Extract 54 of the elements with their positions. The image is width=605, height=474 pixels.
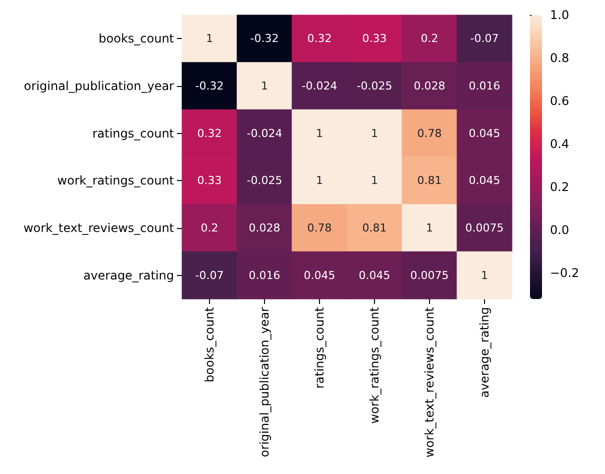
data-label: -0.32 (250, 32, 279, 46)
y-tick-label: books_count (98, 32, 174, 46)
data-label: 0.0075 (465, 222, 504, 234)
x-tick-label: work_ratings_count (368, 306, 382, 424)
color-bar-label: 1.0 (550, 8, 570, 22)
x-tick-label: work_text_reviews_count (422, 306, 436, 458)
x-tick-label: original_publication_year (258, 306, 272, 458)
color-bar-label: 0.2 (550, 180, 570, 194)
data-label: 0.016 (468, 80, 500, 92)
color-bar-label: −0.2 (550, 266, 580, 280)
data-label: 0.016 (248, 268, 280, 282)
data-label: 1 (316, 126, 323, 140)
data-label: 0.33 (362, 32, 387, 46)
data-label: -0.07 (470, 32, 499, 46)
data-label: 0.32 (307, 32, 332, 46)
color-bar-label: 0.6 (550, 94, 570, 108)
data-label: -0.024 (246, 126, 282, 140)
data-label: 0.028 (248, 222, 280, 234)
data-label: 1 (316, 174, 323, 188)
y-tick-label: original_publication_year (24, 79, 174, 93)
data-label: 1 (261, 80, 268, 92)
data-label: -0.025 (246, 174, 282, 188)
data-label: 0.78 (417, 126, 442, 140)
data-label: 1 (371, 174, 378, 188)
data-label: 1 (426, 222, 433, 234)
data-label: 0.045 (358, 268, 390, 282)
color-bar-label: 0.4 (550, 137, 570, 152)
y-tick-label: ratings_count (92, 126, 174, 140)
data-label: -0.32 (195, 80, 224, 92)
y-tick-label: work_text_reviews_count (23, 221, 174, 235)
y-tick-label: work_ratings_count (57, 174, 174, 188)
color-bar-label: 0.0 (550, 223, 570, 238)
data-label: 0.33 (197, 174, 222, 188)
data-label: 1 (371, 126, 378, 140)
color-bar-label: 0.8 (550, 51, 570, 66)
data-label: 0.78 (307, 222, 332, 234)
y-tick-label: average_rating (83, 268, 174, 282)
data-label: 0.2 (420, 32, 438, 46)
data-label: 0.2 (200, 222, 218, 234)
data-label: 0.045 (468, 126, 500, 140)
data-label: 0.81 (417, 174, 442, 188)
data-label: 0.0075 (410, 268, 449, 282)
data-label: -0.024 (302, 80, 338, 92)
data-label: 0.81 (362, 222, 387, 234)
data-label: 0.028 (414, 80, 446, 92)
x-tick-label: ratings_count (312, 306, 326, 389)
data-label: 1 (481, 268, 488, 282)
data-label: 0.32 (197, 126, 222, 140)
data-label: 1 (206, 32, 213, 46)
x-tick-label: average_rating (478, 307, 492, 398)
data-label: -0.07 (195, 268, 224, 282)
data-label: -0.025 (356, 80, 392, 92)
data-label: 0.045 (304, 268, 336, 282)
data-label: 0.045 (468, 174, 500, 188)
